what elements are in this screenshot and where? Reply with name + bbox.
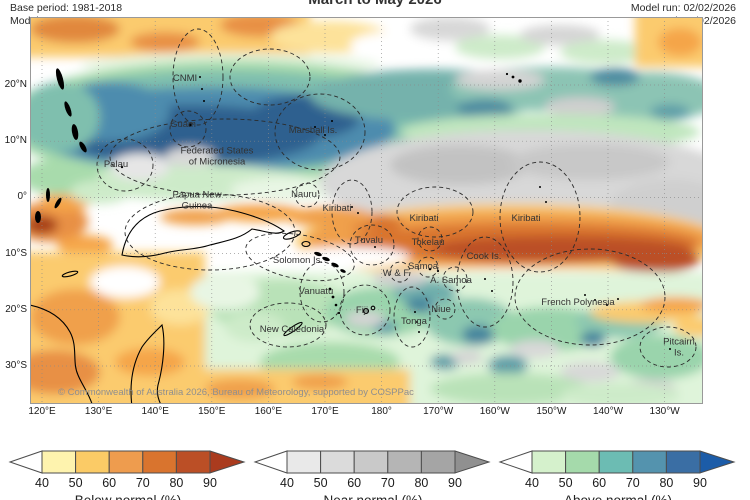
eez-boundaries <box>96 28 697 368</box>
page-title: March to May 2026 <box>0 0 750 8</box>
svg-text:70: 70 <box>136 476 150 490</box>
legend-below-normal: 40 50 60 70 80 90 Below normal (%) <box>8 448 248 500</box>
lon-tick-label: 120°E <box>28 406 56 417</box>
svg-text:90: 90 <box>448 476 462 490</box>
lon-tick-label: 130°W <box>649 406 680 417</box>
map-frame <box>30 17 703 404</box>
svg-text:70: 70 <box>626 476 640 490</box>
svg-text:40: 40 <box>35 476 49 490</box>
legend-above-normal: 40 50 60 70 80 90 Above normal (%) <box>498 448 738 500</box>
lon-tick-label: 180° <box>371 406 392 417</box>
lon-tick-label: 140°E <box>141 406 169 417</box>
svg-text:80: 80 <box>414 476 428 490</box>
base-period-text: Base period: 1981-2018 <box>10 2 123 14</box>
lon-tick-label: 140°W <box>592 406 624 417</box>
svg-text:60: 60 <box>592 476 606 490</box>
svg-text:50: 50 <box>559 476 573 490</box>
legend-caption-below: Below normal (%) <box>8 493 248 500</box>
svg-text:70: 70 <box>381 476 395 490</box>
svg-text:80: 80 <box>659 476 673 490</box>
svg-text:60: 60 <box>102 476 116 490</box>
svg-text:90: 90 <box>693 476 707 490</box>
legend-caption-above: Above normal (%) <box>498 493 738 500</box>
lon-tick-label: 170°W <box>423 406 454 417</box>
coastlines <box>30 206 376 404</box>
legend-near-normal: 40 50 60 70 80 90 Near normal (%) <box>253 448 493 500</box>
lat-tick-label: 20°S <box>5 303 27 315</box>
lat-tick-label: 20°N <box>4 79 27 90</box>
lon-tick-label: 170°E <box>311 406 339 417</box>
lon-tick-label: 130°E <box>84 406 113 417</box>
svg-text:50: 50 <box>314 476 328 490</box>
legend-caption-near: Near normal (%) <box>253 493 493 500</box>
island-marks <box>35 68 671 350</box>
graticule-grid <box>30 17 703 404</box>
lat-tick-label: 0° <box>17 191 27 203</box>
legend-colorbar-above: 40 50 60 70 80 90 <box>498 448 738 495</box>
legend-row: 40 50 60 70 80 90 Below normal (%) 40 50 60 70 80… <box>0 448 750 500</box>
lon-tick-label: 160°E <box>254 406 283 417</box>
lon-tick-label: 160°W <box>479 406 510 417</box>
lat-tick-label: 30°S <box>5 360 27 371</box>
lat-tick-label: 10°S <box>5 247 27 259</box>
svg-text:40: 40 <box>525 476 539 490</box>
lon-tick-label: 150°W <box>536 406 567 417</box>
model-run-text: Model run: 02/02/2026 <box>630 2 736 14</box>
svg-text:60: 60 <box>347 476 361 490</box>
svg-text:80: 80 <box>169 476 183 490</box>
legend-colorbar-near: 40 50 60 70 80 90 <box>253 448 493 495</box>
svg-text:50: 50 <box>69 476 83 490</box>
map-canvas <box>30 17 703 404</box>
copyright-text: © Commonwealth of Australia 2026, Bureau… <box>58 387 414 398</box>
svg-text:40: 40 <box>280 476 294 490</box>
pacific-outlook-map <box>30 17 703 404</box>
legend-colorbar-below: 40 50 60 70 80 90 <box>8 448 248 495</box>
lon-tick-label: 150°E <box>198 406 226 417</box>
probability-field <box>30 17 703 404</box>
svg-text:90: 90 <box>203 476 217 490</box>
lat-tick-label: 10°N <box>4 135 27 147</box>
